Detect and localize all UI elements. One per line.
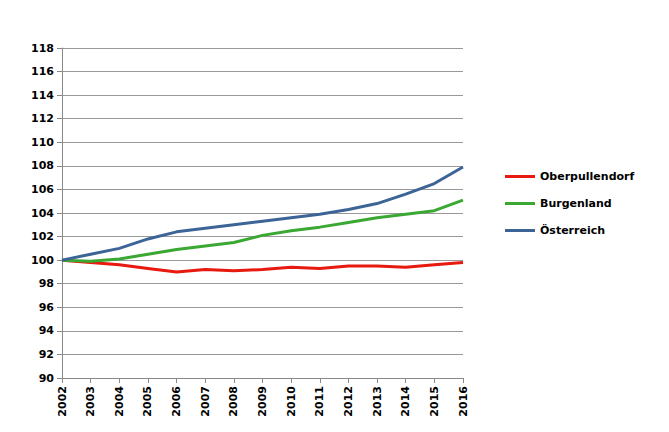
svg-text:94: 94 <box>39 324 55 337</box>
svg-text:114: 114 <box>31 89 54 102</box>
svg-text:2016: 2016 <box>457 386 470 417</box>
svg-text:2002: 2002 <box>56 386 69 417</box>
svg-text:96: 96 <box>39 301 55 314</box>
svg-text:2006: 2006 <box>170 386 183 417</box>
svg-text:2015: 2015 <box>428 386 441 417</box>
svg-text:106: 106 <box>31 183 54 196</box>
svg-text:2014: 2014 <box>399 386 412 417</box>
svg-text:2005: 2005 <box>141 386 154 417</box>
svg-text:2010: 2010 <box>285 386 298 417</box>
svg-text:112: 112 <box>31 112 54 125</box>
svg-text:Burgenland: Burgenland <box>540 197 612 210</box>
svg-text:116: 116 <box>31 65 54 78</box>
svg-text:104: 104 <box>31 207 54 220</box>
svg-text:92: 92 <box>39 348 54 361</box>
svg-text:108: 108 <box>31 159 54 172</box>
svg-text:Österreich: Österreich <box>540 223 605 237</box>
svg-text:100: 100 <box>31 254 54 267</box>
svg-text:110: 110 <box>31 136 54 149</box>
svg-text:2004: 2004 <box>113 386 126 417</box>
svg-text:2008: 2008 <box>227 386 240 417</box>
svg-text:2003: 2003 <box>84 386 97 417</box>
svg-text:98: 98 <box>39 277 54 290</box>
svg-text:90: 90 <box>39 372 55 385</box>
svg-text:2009: 2009 <box>256 386 269 417</box>
svg-text:2013: 2013 <box>371 386 384 417</box>
svg-text:2007: 2007 <box>199 386 212 417</box>
svg-text:Oberpullendorf: Oberpullendorf <box>540 170 635 183</box>
svg-text:2011: 2011 <box>313 386 326 417</box>
svg-text:102: 102 <box>31 230 54 243</box>
svg-text:2012: 2012 <box>342 386 355 417</box>
svg-text:118: 118 <box>31 42 54 55</box>
